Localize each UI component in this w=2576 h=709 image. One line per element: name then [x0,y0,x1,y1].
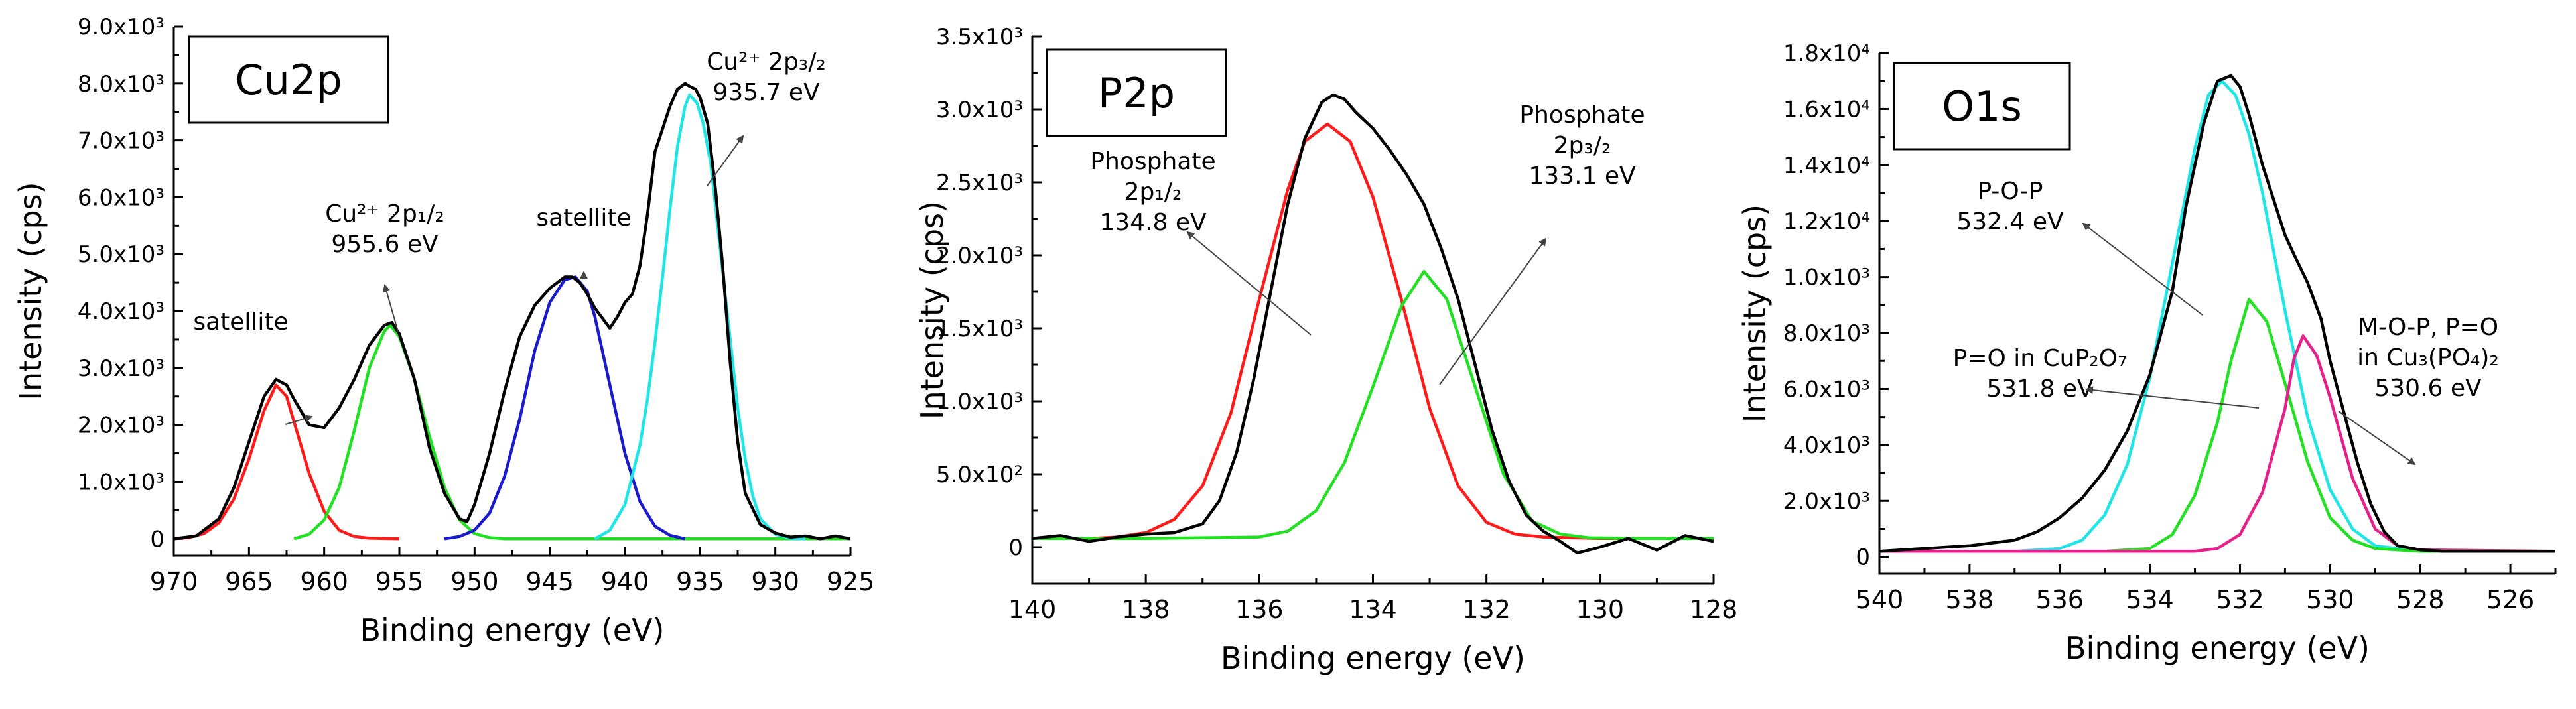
y-tick-label: 4.0x10³ [78,298,165,325]
peak-annotation: P=O in CuP₂O₇ 531.8 eV [1953,345,2128,403]
series-phosphate-2p3-2 [1032,269,1714,541]
annotation-arrow [382,284,399,332]
x-tick-label: 538 [1946,585,1994,614]
y-tick-label: 1.6x10⁴ [1783,96,1870,123]
y-tick-label: 3.5x10³ [936,24,1023,50]
y-axis-title: Intensity (cps) [1737,204,1773,422]
y-axis-title: Intensity (cps) [13,182,48,400]
x-tick-label: 536 [2035,585,2084,614]
x-tick-label: 965 [225,567,273,596]
y-tick-label: 0 [1008,535,1023,561]
annotation-arrow [707,135,744,186]
panel-label: O1s [1942,82,2022,131]
y-tick-label: 1.8x10⁴ [1783,40,1870,67]
y-tick-label: 3.0x10³ [78,355,165,382]
series-envelope [1032,93,1714,555]
y-tick-label: 9.0x10³ [78,14,165,40]
series-satellite-2 [444,275,686,541]
series-p-o-p [1879,79,2555,553]
panel-o1s: 0 2.0x10³ 4.0x10³ 6.0x10³ 8.0x10³ 1.0x10³ 1.2x… [1737,40,2557,666]
x-tick-label: 526 [2486,585,2535,614]
series-p-o-in-cup2o7 [1879,298,2555,553]
annotation-arrow [2085,386,2260,409]
y-tick-label: 1.0x10³ [936,389,1023,415]
y-tick-label: 1.0x10³ [1783,265,1870,291]
x-tick-label: 935 [676,567,724,596]
x-tick-label: 970 [150,567,198,596]
x-axis-title: Binding energy (eV) [360,612,664,648]
peak-annotation: Cu²⁺ 2p₃/₂ 935.7 eV [707,48,826,106]
y-tick-label: 0 [150,526,165,552]
x-tick-label: 140 [1008,595,1057,624]
x-tick-label: 955 [375,567,424,596]
panel-label-box [188,35,389,124]
x-tick-label: 945 [525,567,574,596]
y-tick-label: 2.5x10³ [936,170,1023,196]
y-tick-label: 6.0x10³ [78,184,165,211]
x-tick-label: 950 [450,567,499,596]
peak-annotation: P-O-P 532.4 eV [1956,178,2064,235]
series-m-o-p-p-o-in-cu3-po4-2 [1879,334,2555,553]
y-tick-label: 2.0x10³ [78,413,165,439]
annotation-arrow [285,415,313,425]
y-tick-label: 0 [1856,545,1870,571]
y-tick-label: 8.0x10³ [78,71,165,97]
series-phosphate-2p1-2 [1032,122,1714,541]
y-tick-label: 7.0x10³ [78,128,165,155]
panel-label-box [1046,48,1227,137]
panel-label: P2p [1098,69,1175,117]
x-tick-label: 925 [827,567,875,596]
peak-annotation: M-O-P, P=O in Cu₃(PO₄)₂ 530.6 eV [2357,314,2499,402]
panel-p2p: 0 5.0x10² 1.0x10³ 1.5x10³ 2.0x10³ 2.5x10³ 3.0x… [914,24,1737,676]
x-tick-label: 540 [1856,585,1904,614]
panel-label-box [1893,62,2071,151]
x-tick-label: 138 [1122,595,1170,624]
series-satellite-1 [174,383,400,541]
panel-cu2p: 0 1.0x10³ 2.0x10³ 3.0x10³ 4.0x10³ 5.0x10³ 6.0x… [13,14,874,648]
series-cu2-2p1-2 [293,324,850,541]
panel-label: Cu2p [235,56,342,104]
peak-annotation: Phosphate 2p₃/₂ 133.1 eV [1519,101,1645,190]
y-tick-label: 1.0x10³ [78,469,165,495]
x-tick-label: 940 [601,567,649,596]
peak-annotation: Phosphate 2p₁/₂ 134.8 eV [1090,148,1215,236]
x-tick-label: 132 [1462,595,1511,624]
x-tick-label: 128 [1690,595,1738,624]
y-tick-label: 6.0x10³ [1783,376,1870,403]
peak-annotation: Cu²⁺ 2p₁/₂ 955.6 eV [325,200,444,258]
annotation-arrow [1439,237,1547,385]
peak-annotation: satellite [536,204,631,231]
y-tick-label: 2.0x10³ [1783,488,1870,515]
x-tick-label: 130 [1576,595,1625,624]
x-tick-label: 960 [300,567,348,596]
y-tick-label: 1.5x10³ [936,316,1023,342]
y-tick-label: 2.0x10³ [936,243,1023,269]
x-tick-label: 930 [751,567,799,596]
x-tick-label: 534 [2126,585,2174,614]
y-tick-label: 5.0x10² [936,462,1023,488]
x-axis-title: Binding energy (eV) [2065,630,2370,666]
x-tick-label: 528 [2396,585,2445,614]
x-axis-title: Binding energy (eV) [1221,640,1525,676]
y-tick-label: 1.4x10⁴ [1783,153,1870,179]
peak-annotation: satellite [193,308,288,336]
y-tick-label: 5.0x10³ [78,241,165,268]
y-tick-label: 4.0x10³ [1783,432,1870,459]
x-tick-label: 532 [2216,585,2264,614]
y-tick-label: 1.2x10⁴ [1783,208,1870,235]
y-tick-label: 8.0x10³ [1783,320,1870,347]
series-envelope [1879,74,2555,553]
annotation-arrow [1186,231,1312,336]
x-tick-label: 136 [1235,595,1284,624]
annotation-arrow [2082,222,2203,316]
y-axis-title: Intensity (cps) [914,201,950,419]
series-cu2-2p3-2 [594,93,806,541]
x-tick-label: 134 [1349,595,1397,624]
annotation-arrow [2338,411,2416,466]
x-tick-label: 530 [2306,585,2354,614]
y-tick-label: 3.0x10³ [936,97,1023,123]
series-envelope [174,82,850,541]
